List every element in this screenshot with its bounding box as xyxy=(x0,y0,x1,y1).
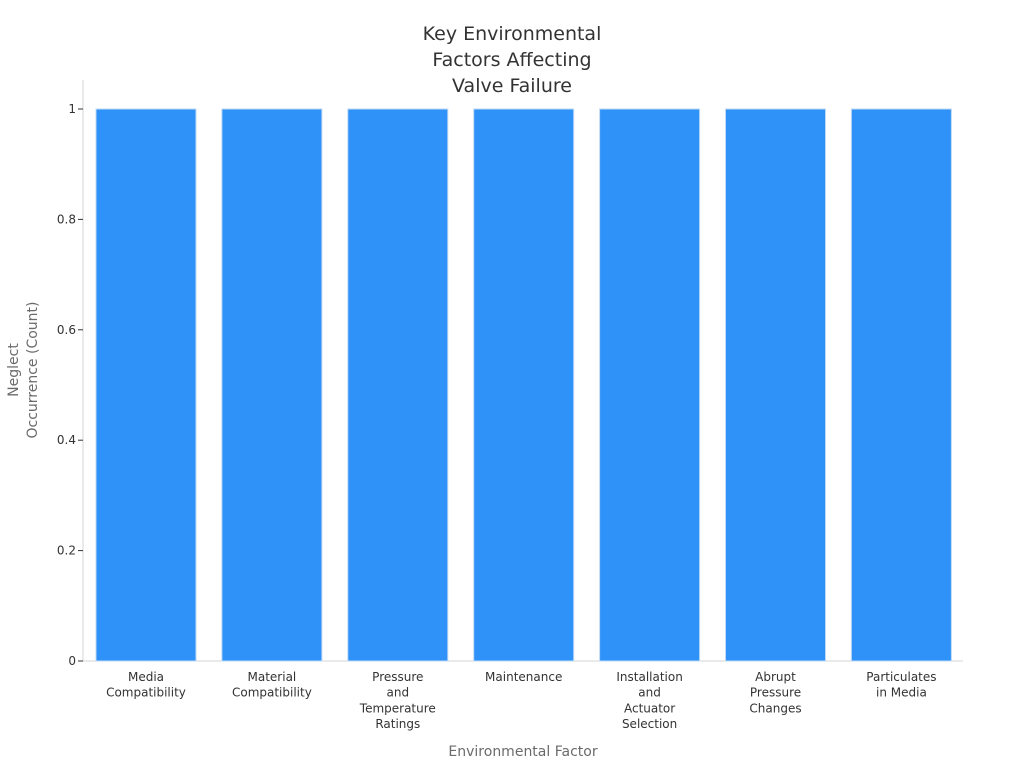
chart-title-line: Key Environmental xyxy=(423,23,602,45)
x-tick-label: Particulates in Media xyxy=(866,670,936,700)
x-axis-title: Environmental Factor xyxy=(448,744,597,760)
x-tick-label-line: Selection xyxy=(622,717,677,731)
y-tick-label: 0.2 xyxy=(57,544,76,558)
y-tick-label: 0.8 xyxy=(57,212,76,226)
y-axis-title-line: Neglect xyxy=(6,343,22,397)
x-tick-label-line: Media xyxy=(128,670,164,684)
chart-title-line: Valve Failure xyxy=(452,75,572,97)
chart-title-line: Factors Affecting xyxy=(432,49,591,71)
x-tick-label: Maintenance xyxy=(485,670,562,684)
x-tick-label-line: Abrupt xyxy=(755,670,796,684)
x-tick-label: Installation and Actuator Selection xyxy=(616,670,682,731)
x-tick-label-line: Actuator xyxy=(624,701,675,715)
x-tick-label: Media Compatibility xyxy=(106,670,186,700)
x-tick-label-line: Changes xyxy=(749,701,801,715)
x-tick-label-line: Material xyxy=(248,670,297,684)
bar xyxy=(221,108,323,662)
x-tick-label-line: Pressure xyxy=(750,686,801,700)
y-axis-title-line: Occurrence (Count) xyxy=(25,302,41,439)
bar xyxy=(599,108,701,662)
bar xyxy=(347,108,449,662)
y-tick-label: 0 xyxy=(68,654,76,668)
x-tick-label-line: and xyxy=(638,686,661,700)
x-tick-label-line: Pressure xyxy=(372,670,423,684)
chart-title: Key Environmental Factors Affecting Valve … xyxy=(423,23,602,97)
x-tick-label: Material Compatibility xyxy=(232,670,312,700)
bars xyxy=(95,108,952,662)
x-tick-label: Abrupt Pressure Changes xyxy=(749,670,801,715)
bar xyxy=(473,108,575,662)
x-tick-label-line: and xyxy=(387,686,410,700)
x-tick-label-line: Installation xyxy=(616,670,682,684)
x-tick-label-line: Ratings xyxy=(375,717,420,731)
x-tick-label-line: Maintenance xyxy=(485,670,562,684)
y-axis: 0 0.2 0.4 0.6 0.8 1 xyxy=(57,80,84,668)
x-tick-label-line: Compatibility xyxy=(106,686,186,700)
bar xyxy=(725,108,826,662)
x-tick-label-line: Particulates xyxy=(866,670,936,684)
x-tick-labels: Media Compatibility Material Compatibility P… xyxy=(106,670,936,731)
x-tick-label: Pressure and Temperature Ratings xyxy=(359,670,436,731)
x-tick-label-line: in Media xyxy=(876,686,927,700)
x-tick-label-line: Temperature xyxy=(359,701,436,715)
y-tick-label: 1 xyxy=(68,102,76,116)
y-tick-label: 0.4 xyxy=(57,433,76,447)
bar xyxy=(850,108,952,662)
bar xyxy=(95,108,197,662)
y-tick-label: 0.6 xyxy=(57,323,76,337)
y-axis-title: Neglect Occurrence (Count) xyxy=(6,302,41,439)
x-tick-label-line: Compatibility xyxy=(232,686,312,700)
